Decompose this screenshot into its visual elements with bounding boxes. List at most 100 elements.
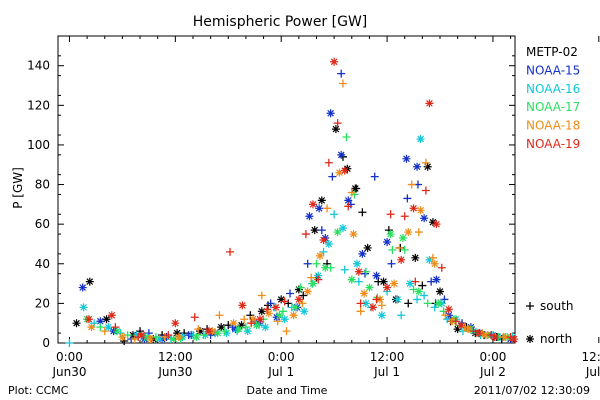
north-marker	[146, 335, 155, 344]
south-marker	[347, 188, 356, 197]
south-marker	[377, 301, 386, 310]
north-marker	[365, 283, 374, 292]
north-marker	[237, 321, 246, 330]
south-marker	[296, 283, 305, 292]
plot-area: 0204060801001201400:00Jun3012:00Jun300:0…	[27, 35, 600, 379]
south-marker	[226, 247, 235, 256]
north-marker	[261, 323, 270, 332]
north-marker	[406, 279, 415, 288]
south-marker	[266, 299, 275, 308]
north-marker	[351, 184, 360, 193]
north-marker	[444, 305, 453, 314]
south-marker	[160, 333, 169, 342]
north-marker	[264, 309, 273, 318]
north-marker	[78, 283, 87, 292]
north-marker	[300, 307, 309, 316]
y-tick-label: 20	[35, 296, 50, 310]
south-marker	[387, 259, 396, 268]
north-marker	[84, 315, 93, 324]
x-tick-date-label: Jul 2	[585, 365, 600, 379]
legend-entry: NOAA-17	[526, 100, 580, 114]
south-marker	[278, 307, 287, 316]
y-tick-label: 0	[42, 336, 50, 350]
north-marker	[217, 323, 226, 332]
north-marker	[425, 99, 434, 108]
south-marker	[199, 331, 208, 340]
north-marker	[383, 283, 392, 292]
y-axis-label: P [GW]	[11, 167, 25, 209]
x-axis-label: Date and Time	[247, 384, 328, 397]
north-marker	[137, 331, 146, 340]
north-marker	[416, 134, 425, 143]
north-marker	[393, 295, 402, 304]
series-noaa-18	[87, 79, 510, 344]
north-marker	[361, 299, 370, 308]
south-marker	[430, 303, 439, 312]
north-marker	[383, 237, 392, 246]
north-marker	[234, 325, 243, 334]
south-marker	[134, 333, 143, 342]
north-marker	[326, 109, 335, 118]
north-marker	[330, 57, 339, 66]
series-noaa-19	[84, 57, 519, 344]
x-tick-date-label: Jul 2	[479, 365, 506, 379]
south-marker	[421, 158, 430, 167]
south-marker	[220, 327, 229, 336]
x-tick-date-label: Jul 1	[267, 365, 294, 379]
south-marker	[423, 299, 432, 308]
chart-title: Hemispheric Power [GW]	[193, 14, 368, 30]
north-marker	[196, 327, 205, 336]
south-marker	[437, 263, 446, 272]
north-marker	[315, 204, 324, 213]
north-marker	[87, 323, 96, 332]
north-marker	[248, 315, 257, 324]
north-marker	[432, 275, 441, 284]
north-marker	[360, 289, 369, 298]
south-marker	[65, 339, 74, 347]
north-marker	[213, 329, 222, 338]
plot-credit: Plot: CCMC	[8, 384, 69, 397]
north-marker	[305, 212, 314, 221]
north-marker	[331, 125, 340, 134]
x-tick-time-label: 0:00	[56, 350, 83, 364]
north-marker	[432, 220, 441, 229]
south-marker	[330, 210, 339, 219]
south-marker	[96, 323, 105, 332]
south-marker	[340, 265, 349, 274]
north-marker	[377, 311, 386, 320]
north-marker	[379, 277, 388, 286]
north-marker	[340, 166, 349, 175]
north-marker	[104, 323, 113, 332]
south-marker	[307, 273, 316, 282]
marker-legend-label: south	[540, 299, 574, 313]
y-tick-label: 100	[27, 138, 50, 152]
south-marker	[361, 269, 370, 278]
south-marker	[240, 315, 249, 324]
south-marker	[388, 245, 397, 254]
north-marker	[434, 299, 443, 308]
north-marker	[289, 311, 298, 320]
south-marker	[356, 299, 365, 308]
north-marker	[474, 329, 483, 338]
south-marker	[164, 331, 173, 340]
north-marker	[428, 218, 437, 227]
y-tick-label: 40	[35, 257, 50, 271]
south-marker	[487, 331, 496, 340]
south-marker	[411, 277, 420, 286]
south-marker	[314, 275, 323, 284]
south-marker	[344, 202, 353, 211]
north-marker	[169, 335, 178, 344]
legend-entry: NOAA-15	[526, 63, 580, 77]
north-marker	[257, 307, 266, 316]
south-marker	[358, 208, 367, 217]
north-marker	[308, 279, 317, 288]
north-marker	[243, 327, 252, 336]
south-marker	[342, 133, 351, 142]
south-marker	[451, 317, 460, 326]
north-marker	[79, 303, 88, 312]
x-tick-date-label: Jul 1	[373, 365, 400, 379]
south-marker	[324, 158, 333, 167]
legend-entry: METP-02	[526, 45, 578, 59]
north-marker	[173, 329, 182, 338]
